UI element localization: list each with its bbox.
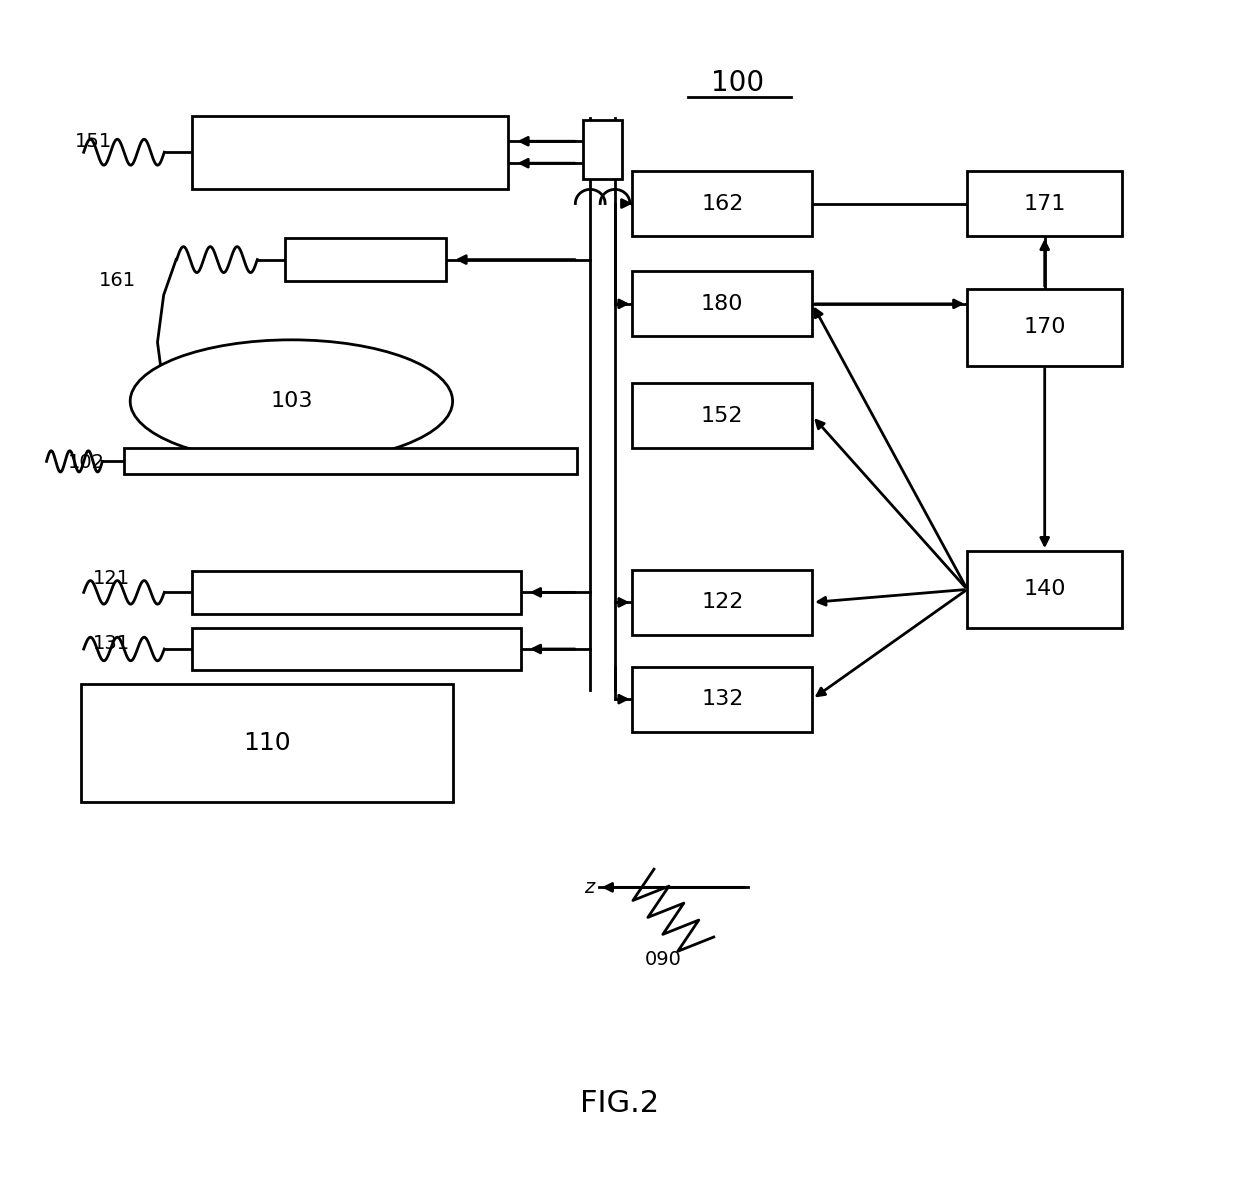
Text: 162: 162 — [701, 194, 744, 214]
Text: 103: 103 — [270, 392, 312, 411]
Ellipse shape — [130, 340, 453, 463]
Bar — [967, 289, 1122, 366]
Bar — [192, 116, 508, 189]
Text: 122: 122 — [701, 592, 744, 612]
Bar — [81, 684, 453, 802]
Bar — [632, 171, 812, 236]
Bar — [967, 171, 1122, 236]
Text: 140: 140 — [1023, 579, 1066, 599]
Text: 171: 171 — [1023, 194, 1066, 214]
Bar — [632, 384, 812, 448]
Bar — [124, 448, 577, 474]
Bar — [192, 571, 521, 614]
Bar — [192, 628, 521, 670]
Text: 110: 110 — [243, 732, 290, 755]
Text: 161: 161 — [99, 271, 136, 290]
Bar — [632, 570, 812, 635]
Bar — [583, 120, 622, 179]
Text: 152: 152 — [701, 406, 744, 426]
Text: 100: 100 — [712, 68, 764, 97]
Text: 121: 121 — [93, 569, 130, 588]
Text: 170: 170 — [1023, 317, 1066, 337]
Text: 090: 090 — [645, 950, 682, 969]
Bar — [632, 271, 812, 336]
Text: 132: 132 — [701, 689, 744, 709]
Text: z: z — [584, 878, 594, 897]
Text: 151: 151 — [74, 132, 112, 151]
Bar — [967, 551, 1122, 628]
Bar — [632, 667, 812, 732]
Text: 180: 180 — [701, 294, 744, 314]
Text: FIG.2: FIG.2 — [580, 1089, 660, 1117]
Bar — [285, 238, 446, 281]
Text: 131: 131 — [93, 634, 130, 653]
Text: 102: 102 — [68, 453, 105, 472]
